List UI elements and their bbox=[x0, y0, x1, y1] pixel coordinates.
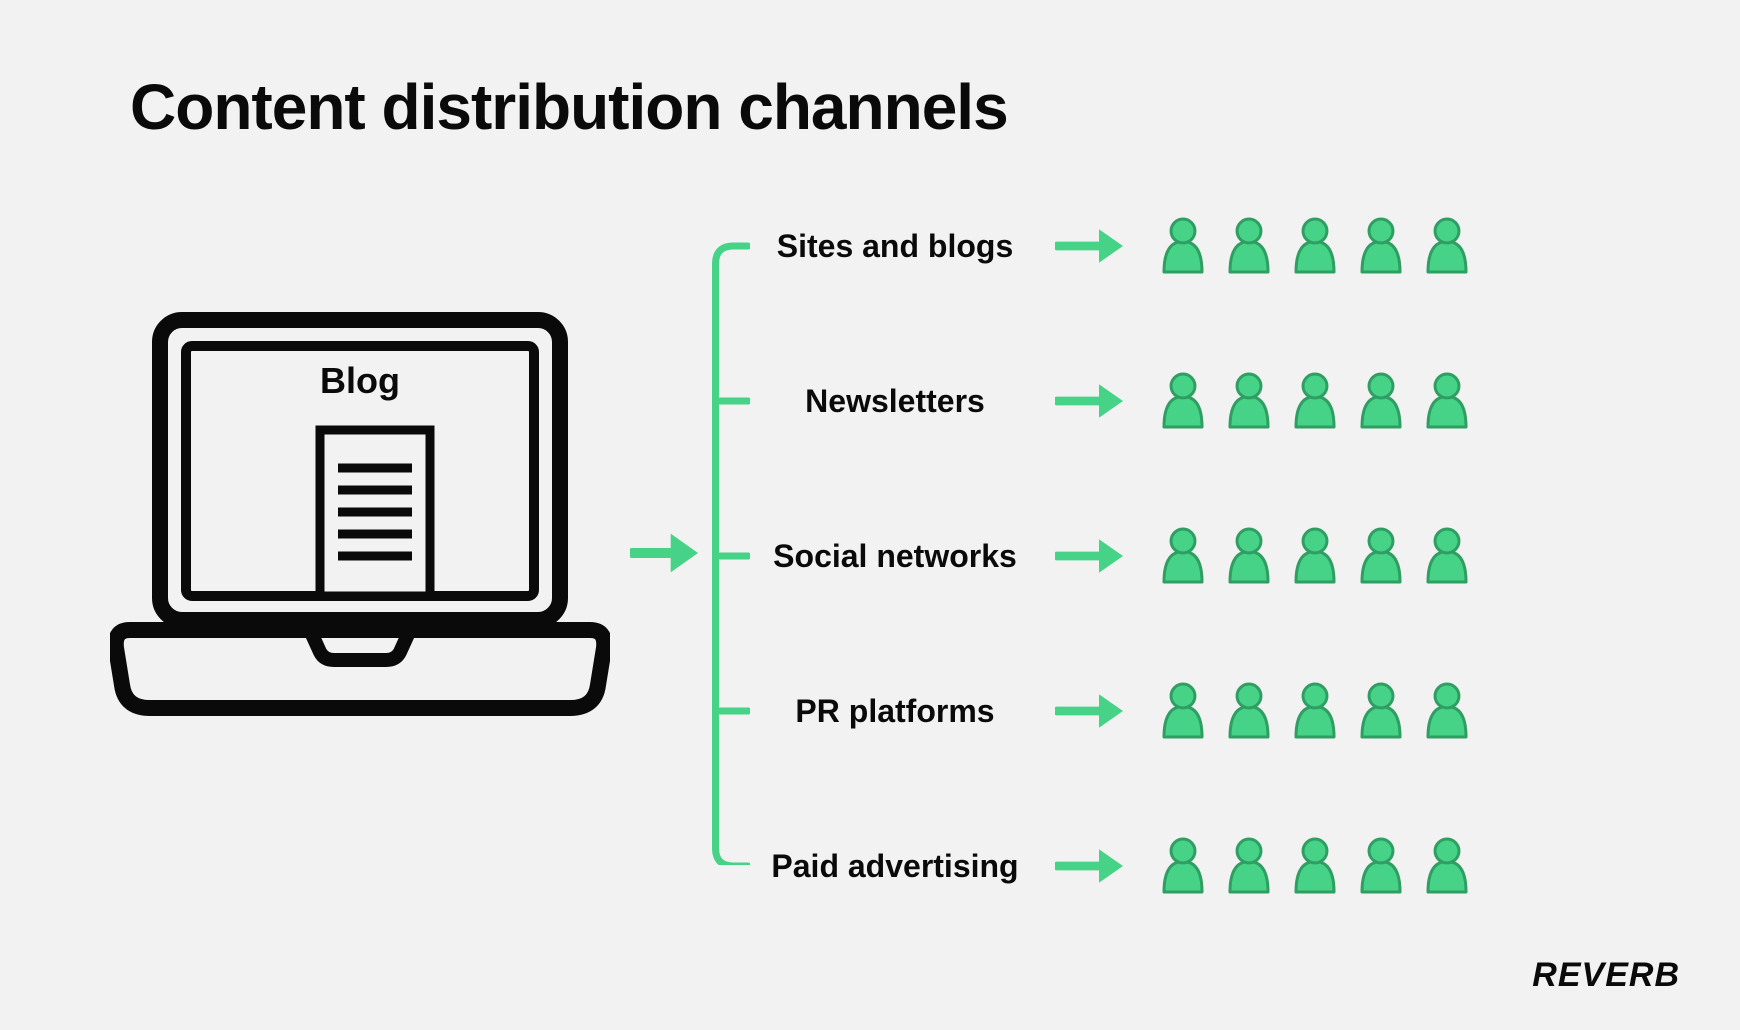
person-icon bbox=[1424, 371, 1470, 431]
person-icon bbox=[1424, 836, 1470, 896]
channel-row: Sites and blogs bbox=[740, 210, 1470, 282]
audience-group bbox=[1160, 371, 1470, 431]
person-icon bbox=[1424, 681, 1470, 741]
person-icon bbox=[1292, 681, 1338, 741]
person-icon bbox=[1160, 526, 1206, 586]
channel-label: Paid advertising bbox=[740, 848, 1050, 885]
person-icon bbox=[1160, 681, 1206, 741]
arrow-icon bbox=[630, 530, 700, 576]
arrow-icon bbox=[1050, 691, 1130, 731]
channel-row: Paid advertising bbox=[740, 830, 1470, 902]
channel-row: Social networks bbox=[740, 520, 1470, 592]
person-icon bbox=[1160, 216, 1206, 276]
person-icon bbox=[1358, 681, 1404, 741]
person-icon bbox=[1292, 836, 1338, 896]
person-icon bbox=[1358, 371, 1404, 431]
brand-logo: REVERB bbox=[1532, 956, 1680, 995]
laptop-illustration: Blog bbox=[110, 310, 610, 740]
page-title: Content distribution channels bbox=[130, 70, 1008, 144]
person-icon bbox=[1226, 836, 1272, 896]
channel-row: Newsletters bbox=[740, 365, 1470, 437]
channel-label: PR platforms bbox=[740, 693, 1050, 730]
channel-row: PR platforms bbox=[740, 675, 1470, 747]
channel-label: Sites and blogs bbox=[740, 228, 1050, 265]
person-icon bbox=[1358, 216, 1404, 276]
infographic-canvas: Content distribution channels Blog REVER… bbox=[0, 0, 1740, 1030]
person-icon bbox=[1292, 526, 1338, 586]
arrow-icon bbox=[1050, 536, 1130, 576]
arrow-icon bbox=[1050, 381, 1130, 421]
audience-group bbox=[1160, 681, 1470, 741]
person-icon bbox=[1226, 371, 1272, 431]
channel-label: Social networks bbox=[740, 538, 1050, 575]
channel-label: Newsletters bbox=[740, 383, 1050, 420]
person-icon bbox=[1424, 526, 1470, 586]
audience-group bbox=[1160, 216, 1470, 276]
person-icon bbox=[1226, 681, 1272, 741]
person-icon bbox=[1160, 371, 1206, 431]
person-icon bbox=[1226, 216, 1272, 276]
person-icon bbox=[1292, 216, 1338, 276]
audience-group bbox=[1160, 836, 1470, 896]
audience-group bbox=[1160, 526, 1470, 586]
arrow-icon bbox=[1050, 846, 1130, 886]
blog-label: Blog bbox=[320, 360, 400, 402]
person-icon bbox=[1226, 526, 1272, 586]
arrow-icon bbox=[1050, 226, 1130, 266]
person-icon bbox=[1160, 836, 1206, 896]
person-icon bbox=[1424, 216, 1470, 276]
person-icon bbox=[1358, 836, 1404, 896]
person-icon bbox=[1358, 526, 1404, 586]
person-icon bbox=[1292, 371, 1338, 431]
